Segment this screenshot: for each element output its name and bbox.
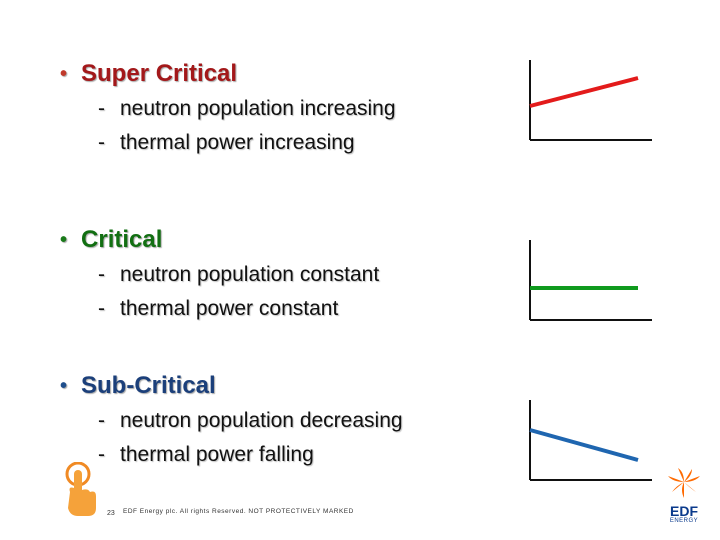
- list-item: - neutron population increasing: [98, 97, 396, 120]
- sub-critical-heading: • Sub-Critical: [60, 372, 403, 400]
- list-item: - neutron population constant: [98, 263, 380, 286]
- critical-graph: [529, 240, 652, 321]
- list-item: - thermal power falling: [98, 443, 314, 466]
- sub-critical-list: - neutron population decreasing - thermal …: [98, 404, 403, 472]
- critical-title: Critical: [81, 226, 163, 253]
- page-number: 23: [107, 510, 115, 517]
- trend-line-increasing: [529, 76, 639, 108]
- logo-brand-text: EDF: [670, 503, 698, 519]
- section-critical: • Critical - neutron population constant …: [60, 226, 379, 326]
- list-item: - neutron population decreasing: [98, 409, 403, 432]
- sub-critical-title: Sub-Critical: [81, 372, 216, 399]
- list-item: - thermal power constant: [98, 297, 339, 320]
- section-sub-critical: • Sub-Critical - neutron population decre…: [60, 372, 403, 472]
- super-critical-list: - neutron population increasing - thermal …: [98, 92, 396, 160]
- list-item: - thermal power increasing: [98, 131, 355, 154]
- footer-text: EDF Energy plc. All rights Reserved. NOT…: [123, 508, 354, 515]
- section-super-critical: • Super Critical - neutron population inc…: [60, 60, 396, 160]
- bullet-dot-icon: •: [60, 228, 68, 251]
- super-critical-title: Super Critical: [81, 60, 238, 87]
- critical-list: - neutron population constant - thermal po…: [98, 258, 379, 326]
- logo-sub-text: ENERGY: [669, 518, 699, 524]
- edf-energy-logo: EDF ENERGY: [662, 466, 706, 526]
- edf-swirl-icon: [668, 468, 700, 498]
- hand-pointer-icon[interactable]: [62, 462, 104, 520]
- super-critical-heading: • Super Critical: [60, 60, 396, 88]
- sub-critical-graph: [529, 400, 652, 481]
- trend-line-decreasing: [529, 428, 639, 462]
- critical-heading: • Critical: [60, 226, 379, 254]
- bullet-dot-icon: •: [60, 374, 68, 397]
- bullet-dot-icon: •: [60, 62, 68, 85]
- super-critical-graph: [529, 60, 652, 141]
